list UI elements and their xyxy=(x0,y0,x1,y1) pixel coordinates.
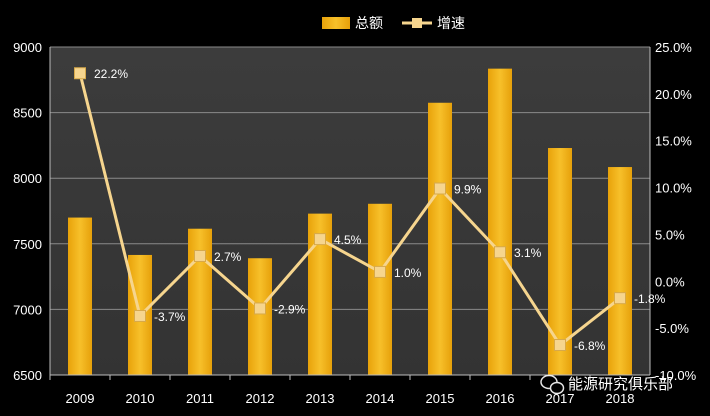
data-labels: 22.2% -3.7% 2.7% -2.9% 4.5% 1.0% 9.9% 3.1% -6.8%… xyxy=(94,67,666,353)
y-right-tick-label: -5.0% xyxy=(655,321,689,336)
axes: 6500 7000 7500 8000 8500 9000 -10.0% -5.0% 0.0% 5… xyxy=(13,40,697,406)
data-label: -1.8% xyxy=(634,292,666,306)
y-left-tick-label: 7500 xyxy=(13,237,42,252)
legend-label-growth: 增速 xyxy=(437,16,465,32)
data-label: 1.0% xyxy=(394,266,422,280)
legend-bar-swatch xyxy=(322,17,350,29)
watermark: 能源研究俱乐部 xyxy=(540,374,673,395)
bar xyxy=(68,217,92,375)
data-label: -6.8% xyxy=(574,339,606,353)
y-right-tick-label: 0.0% xyxy=(655,274,685,289)
legend: 总额 增速 xyxy=(322,16,465,32)
y-right-tick-label: 20.0% xyxy=(655,87,692,102)
line-point xyxy=(434,182,446,195)
line-point xyxy=(74,67,86,80)
bar xyxy=(368,203,392,375)
x-tick-label: 2013 xyxy=(306,391,335,406)
y-right-tick-label: 25.0% xyxy=(655,40,692,55)
x-tick-label: 2009 xyxy=(66,391,95,406)
line-point xyxy=(494,246,506,259)
line-point xyxy=(614,292,626,305)
y-left-tick-label: 6500 xyxy=(13,368,42,383)
growth-line-path xyxy=(78,72,621,347)
line-point xyxy=(554,339,566,352)
y-right-tick-label: 5.0% xyxy=(655,227,685,242)
data-label: 9.9% xyxy=(454,183,482,197)
data-label: -2.9% xyxy=(274,302,306,316)
legend-line-marker xyxy=(412,18,422,28)
line-point xyxy=(194,249,206,262)
x-tick-label: 2018 xyxy=(606,391,635,406)
x-tick-label: 2011 xyxy=(186,391,214,406)
data-label: 22.2% xyxy=(94,67,128,81)
x-tick-label: 2015 xyxy=(426,391,455,406)
bar xyxy=(488,68,512,375)
data-label: 3.1% xyxy=(514,246,542,260)
y-right-tick-label: 10.0% xyxy=(655,181,692,196)
line-point xyxy=(374,265,386,278)
y-right-tick-label: -10.0% xyxy=(655,368,697,383)
data-label: 2.7% xyxy=(214,250,242,264)
bar xyxy=(248,258,272,375)
growth-line xyxy=(74,67,626,352)
y-left-tick-label: 9000 xyxy=(13,40,42,55)
data-label: -3.7% xyxy=(154,310,186,324)
bar xyxy=(608,167,632,375)
wechat-icon xyxy=(540,374,565,395)
line-point xyxy=(254,302,266,315)
x-tick-label: 2017 xyxy=(546,391,575,406)
line-point xyxy=(314,233,326,246)
x-tick-label: 2010 xyxy=(126,391,155,406)
y-left-tick-label: 8000 xyxy=(13,171,42,186)
y-left-tick-label: 7000 xyxy=(13,302,42,317)
bar xyxy=(428,102,452,375)
data-label: 4.5% xyxy=(334,233,362,247)
x-tick-label: 2014 xyxy=(366,391,395,406)
y-left-tick-label: 8500 xyxy=(13,106,42,121)
legend-label-total: 总额 xyxy=(355,16,383,32)
watermark-text: 能源研究俱乐部 xyxy=(568,375,673,393)
x-tick-label: 2012 xyxy=(246,391,275,406)
x-tick-label: 2016 xyxy=(486,391,515,406)
y-right-tick-label: 15.0% xyxy=(655,134,692,149)
line-point xyxy=(134,309,146,322)
